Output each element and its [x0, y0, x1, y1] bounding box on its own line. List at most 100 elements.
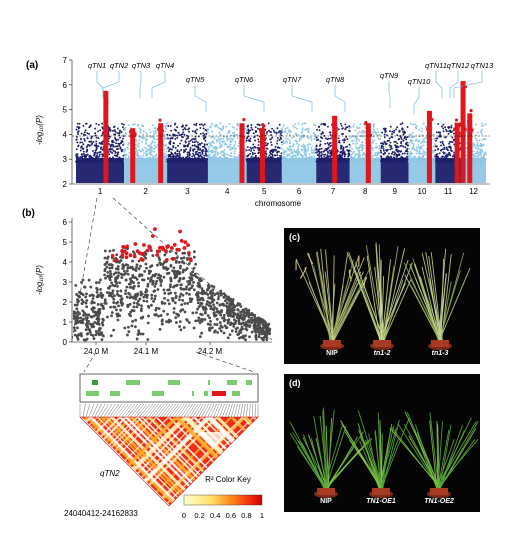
locus-y-axis-label: -log₁₀(P) — [35, 265, 44, 295]
significant-snp-point — [124, 251, 129, 256]
plant-tag-d-3: TN1-OE2 — [424, 498, 454, 505]
qtn-label: qTN11 — [425, 61, 447, 70]
manhattan-y-tick-label: 6 — [63, 81, 68, 90]
panel-c-label: (c) — [289, 232, 300, 242]
qtn-peak-points — [466, 109, 474, 183]
color-key-tick-label: 0 — [182, 511, 186, 520]
chromosome-tick-label: 3 — [185, 187, 190, 196]
gene-connector-left — [83, 351, 97, 373]
manhattan-x-axis-label: chromosome — [255, 199, 302, 208]
gene-block — [168, 380, 180, 385]
significant-snp-point — [150, 234, 155, 238]
significant-snp-point — [135, 249, 140, 254]
plant-tag-c-3: tn1-3 — [431, 350, 449, 357]
chromosome-tick-label: 10 — [418, 187, 427, 196]
significant-snp-point — [186, 243, 190, 248]
qtn-annotations: qTN1 qTN2 qTN3 qTN4 qTN5 qTN6 qTN7 qTN8 qTN9 qTN1… — [88, 61, 494, 114]
significant-snp-point — [142, 243, 146, 247]
chromosome-tick-label: 9 — [392, 187, 397, 196]
significant-snp-point — [155, 253, 160, 257]
chromosome-tick-label: 6 — [297, 187, 302, 196]
plant-tag-c-1: NIP — [326, 350, 338, 357]
manhattan-y-axis-label: -log₁₀(P) — [35, 115, 44, 145]
manhattan-y-ticks: 2 3 4 5 6 7 — [63, 56, 72, 189]
significant-snp-point — [188, 258, 193, 263]
significant-snp-point — [147, 244, 152, 249]
significant-snp-point — [125, 244, 130, 249]
plant-illustration-c — [295, 242, 471, 350]
locus-x-ticks: 24.0 M 24.1 M 24.2 M — [84, 342, 223, 356]
gene-block — [192, 391, 194, 396]
gene-blocks — [86, 380, 252, 396]
photo-panel-d: (d) NIP TN1-OE1 TN1-OE2 — [284, 374, 480, 512]
qtn-label: qTN10 — [408, 77, 431, 86]
region-gene-label: qTN2 — [100, 469, 120, 478]
significant-snp-point — [179, 238, 184, 243]
significant-snp-point — [113, 258, 117, 263]
chromosome-tick-label: 11 — [444, 187, 453, 196]
qtn-peak-points — [331, 115, 338, 183]
gene-block — [204, 391, 208, 396]
qtn-peak-points — [157, 118, 165, 183]
gene-block — [208, 380, 210, 385]
manhattan-points — [75, 81, 487, 183]
gene-block — [246, 380, 252, 385]
significant-snp-point — [124, 255, 129, 260]
significant-snp-point — [165, 245, 170, 249]
significant-snp-point — [145, 248, 150, 253]
locus-y-tick-label: 2 — [63, 298, 68, 307]
qtn-label: qTN1 — [88, 61, 106, 70]
significant-snp-point — [140, 251, 145, 256]
significant-snp-point — [172, 242, 177, 247]
qtn-label: qTN7 — [283, 75, 302, 84]
qtn-label: qTN5 — [186, 75, 205, 84]
qtn-peak-points — [459, 81, 468, 183]
chromosome-tick-label: 1 — [98, 187, 103, 196]
zoom-line-right — [112, 197, 273, 341]
chromosome-9-points — [379, 122, 410, 183]
ld-heatmap-outline — [79, 416, 259, 507]
gene-track — [79, 373, 259, 403]
chromosome-tick-label: 8 — [363, 187, 368, 196]
snp-position-lines — [79, 403, 259, 418]
significant-snp-point — [120, 253, 125, 258]
significant-snp-point — [183, 240, 188, 245]
color-key-tick-label: 0.4 — [210, 511, 220, 520]
region-range-label: 24040412-24162833 — [64, 509, 138, 518]
locus-x-tick-label: 24.0 M — [84, 347, 109, 356]
color-key-tick-label: 0.6 — [226, 511, 236, 520]
plant-tag-d-1: NIP — [320, 498, 332, 505]
locus-y-tick-label: 4 — [63, 258, 68, 267]
chromosome-tick-label: 7 — [331, 187, 336, 196]
significant-snp-point — [132, 254, 137, 259]
gene-block — [212, 391, 226, 396]
manhattan-y-tick-label: 3 — [63, 155, 68, 164]
qtn-peak-points — [453, 118, 462, 183]
qtn-label: qTN6 — [235, 75, 254, 84]
locus-y-tick-label: 3 — [63, 278, 68, 287]
chromosome-3-points — [166, 122, 209, 183]
locus-y-tick-label: 6 — [63, 218, 68, 227]
manhattan-y-tick-label: 4 — [63, 130, 68, 139]
plant-tag-d-2: TN1-OE1 — [366, 498, 396, 505]
significant-snp-point — [120, 248, 124, 253]
qtn-label: qTN13 — [471, 61, 494, 70]
significant-snp-point — [110, 253, 115, 258]
gene-block — [227, 380, 237, 385]
gene-connector-right — [195, 351, 255, 373]
significant-snp-point — [182, 246, 187, 250]
qtn-label: qTN9 — [380, 71, 399, 80]
local-association-panel: (b) -log₁₀(P) 0 1 2 3 4 5 6 24.0 M 24.1 M 24.2 M — [22, 197, 273, 520]
qtn-peak-points — [129, 128, 137, 183]
panel-b-label: (b) — [22, 208, 35, 219]
gene-block — [232, 391, 240, 396]
color-key-tick-label: 1 — [260, 511, 264, 520]
significant-snp-point — [153, 227, 157, 232]
locus-y-ticks: 0 1 2 3 4 5 6 — [63, 218, 72, 347]
plant-illustration-d — [289, 407, 479, 498]
significant-snp-point — [175, 247, 180, 252]
gene-block — [110, 391, 120, 396]
qtn-label: qTN2 — [110, 61, 129, 70]
manhattan-x-ticks: 1 2 3 4 5 6 7 8 9 10 11 12 — [98, 187, 479, 196]
